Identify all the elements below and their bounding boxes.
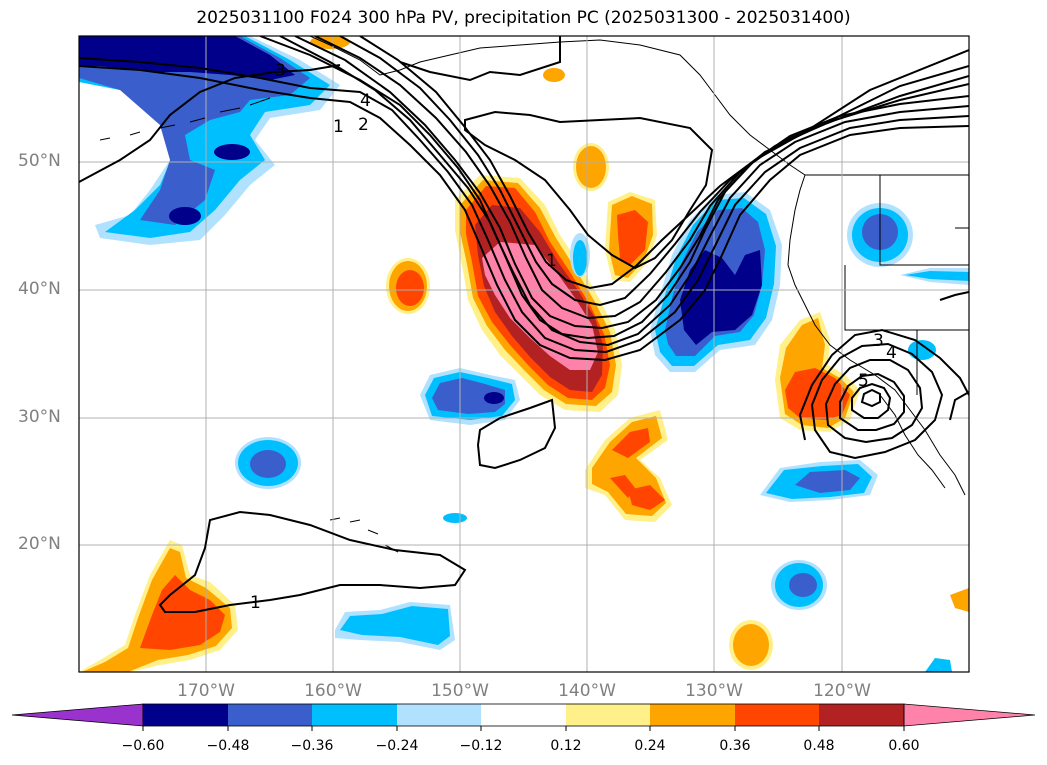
na-west-coast [787, 174, 966, 496]
lon-label-140w: 140°W [558, 681, 616, 701]
colorbar-bin [735, 704, 819, 726]
colorbar-tick: −0.60 [121, 738, 165, 754]
baja [879, 394, 946, 489]
colorbar-bin [228, 704, 312, 726]
map-area: 3 4 1 2 1 3 4 5 1 [79, 36, 969, 672]
colorbar-tick: −0.36 [290, 738, 334, 754]
colorbar-bin [312, 704, 397, 726]
lon-label-120w: 120°W [813, 681, 871, 701]
colorbar-tick: −0.48 [206, 738, 250, 754]
lat-label-30n: 30°N [18, 407, 61, 427]
colorbar-bin [819, 704, 904, 726]
pv-contours [79, 36, 969, 613]
lon-label-160w: 160°W [304, 681, 362, 701]
hawaii [329, 517, 399, 553]
colorbar-bin [143, 704, 228, 726]
colorbar-tick: −0.24 [375, 738, 419, 754]
precip-shading [79, 36, 969, 672]
map-title: 2025031100 F024 300 hPa PV, precipitatio… [196, 8, 851, 28]
contour-1-subtropical [158, 510, 467, 613]
colorbar-tick: 0.12 [550, 738, 582, 754]
contour-label: 1 [546, 251, 557, 271]
colorbar-tick: 0.60 [888, 738, 920, 754]
contour-label: 2 [358, 115, 369, 135]
contour-label: 5 [858, 371, 869, 391]
contour-label: 4 [886, 343, 897, 363]
lon-label-150w: 150°W [431, 681, 489, 701]
contour-label: 1 [333, 117, 344, 137]
colorbar-tick: 0.36 [719, 738, 751, 754]
lat-label-20n: 20°N [18, 534, 61, 554]
contour-label: 3 [873, 331, 884, 351]
contour-closed-north [464, 110, 714, 270]
lat-label-50n: 50°N [18, 151, 61, 171]
colorbar-tick: −0.12 [459, 738, 503, 754]
colorbar-bin [481, 704, 566, 726]
colorbar [11, 703, 1036, 731]
contour-label: 3 [275, 61, 286, 81]
contour-1-central [399, 36, 561, 82]
contour-east-low-1 [798, 328, 969, 441]
lat-label-40n: 40°N [18, 279, 61, 299]
colorbar-extend-right [903, 703, 1036, 727]
coastlines [99, 36, 969, 553]
colorbar-bin [650, 704, 735, 726]
contour-label: 4 [360, 91, 371, 111]
aleutians [99, 97, 271, 141]
colorbar-tick: 0.48 [803, 738, 835, 754]
lon-label-170w: 170°W [177, 681, 235, 701]
colorbar-bin [566, 704, 650, 726]
colorbar-tick: 0.24 [634, 738, 666, 754]
map-frame [78, 35, 970, 673]
colorbar-bin [397, 704, 481, 726]
lon-label-130w: 130°W [685, 681, 743, 701]
colorbar-extend-left [11, 703, 144, 727]
contour-label: 1 [250, 593, 261, 613]
